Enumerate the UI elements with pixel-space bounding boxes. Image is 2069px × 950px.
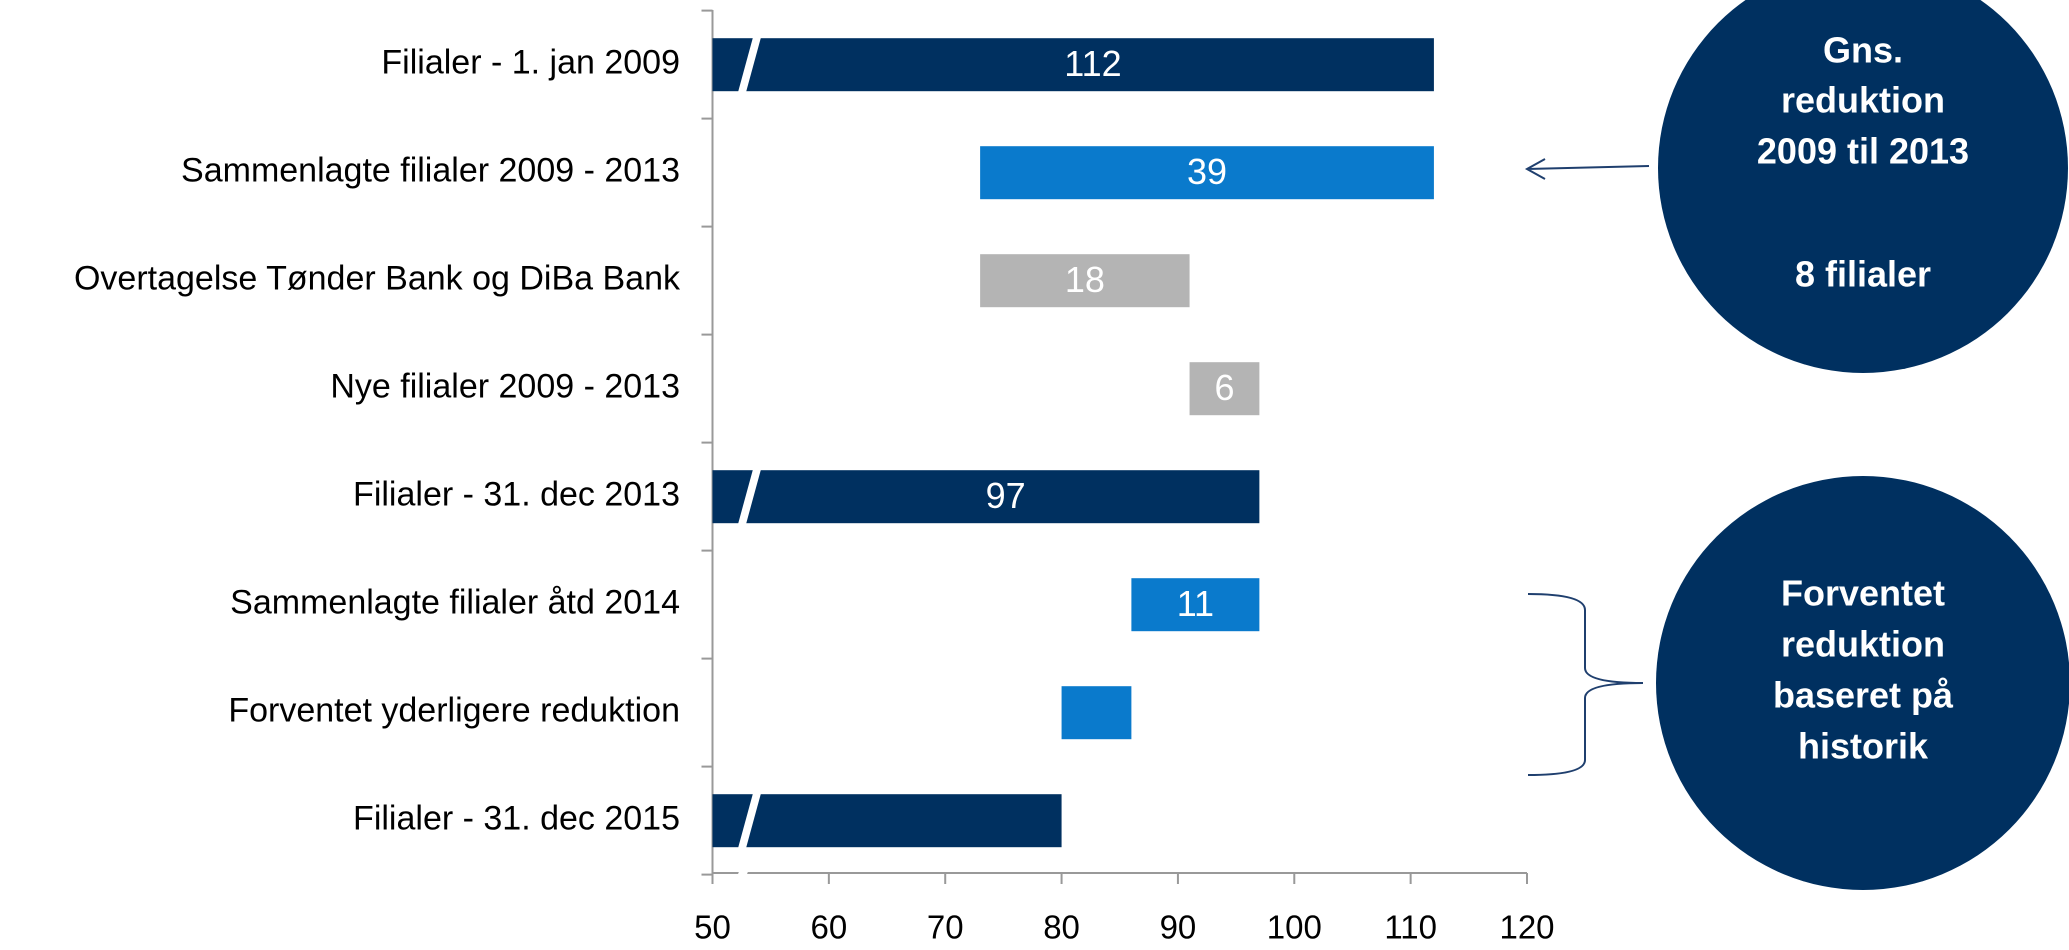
axis-break: [738, 37, 761, 93]
arrow: [1524, 158, 1650, 180]
annotation-text: historik: [1798, 726, 1929, 767]
x-tick-label: 80: [1043, 909, 1080, 945]
bar: [712, 470, 1260, 524]
annotation-text: 8 filialer: [1795, 254, 1931, 295]
category-label: Forventet yderligere reduktion: [228, 692, 680, 730]
category-label: Overtagelse Tønder Bank og DiBa Bank: [74, 260, 681, 298]
bar: [980, 254, 1190, 308]
x-tick-label: 90: [1160, 909, 1197, 945]
annotation-text: reduktion: [1781, 80, 1945, 121]
category-label: Filialer - 1. jan 2009: [381, 44, 680, 82]
bar: [712, 794, 1062, 848]
bar: [1061, 686, 1132, 740]
bar: [1131, 578, 1260, 632]
x-tick-label: 100: [1267, 909, 1322, 945]
x-tick-label: 70: [927, 909, 964, 945]
value-label: 97: [986, 475, 1026, 516]
annotation-text: reduktion: [1781, 624, 1945, 665]
axis-break: [733, 869, 749, 887]
annotation-text: 2009 til 2013: [1757, 131, 1969, 172]
value-label: 18: [1065, 259, 1105, 300]
bar: [712, 38, 1434, 92]
x-tick-label: 120: [1499, 909, 1554, 945]
annotation-text: Gns.: [1823, 30, 1903, 71]
value-label: 112: [1064, 43, 1121, 84]
x-tick-label: 60: [810, 909, 847, 945]
x-tick-label: 110: [1384, 909, 1437, 945]
x-tick-label: 50: [694, 909, 731, 945]
axis-break: [738, 793, 761, 849]
category-label: Filialer - 31. dec 2015: [353, 800, 680, 838]
category-label: Filialer - 31. dec 2013: [353, 476, 680, 514]
value-label: 6: [1214, 367, 1234, 408]
axis-break: [738, 469, 761, 525]
annotation-circle: [1656, 476, 2069, 890]
brace: [1527, 593, 1644, 776]
annotation-text: baseret på: [1773, 675, 1954, 716]
annotation-text: Forventet: [1781, 573, 1945, 614]
value-label: 11: [1177, 583, 1214, 624]
bar: [1189, 362, 1260, 416]
category-label: Sammenlagte filialer 2009 - 2013: [181, 152, 680, 190]
bar: [980, 146, 1434, 200]
category-label: Sammenlagte filialer åtd 2014: [230, 584, 680, 622]
annotation-circle: [1658, 0, 2068, 373]
value-label: 39: [1187, 151, 1227, 192]
category-label: Nye filialer 2009 - 2013: [330, 368, 680, 406]
